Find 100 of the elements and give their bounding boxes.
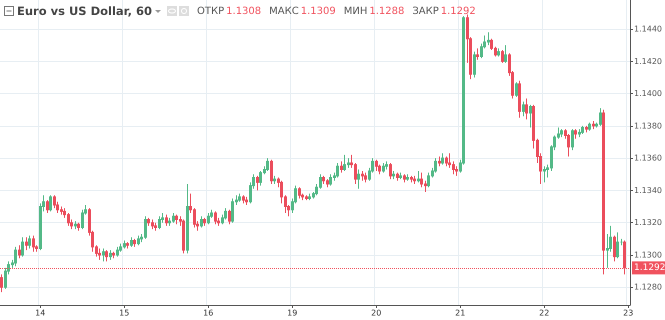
candlestick xyxy=(168,217,171,226)
candlestick xyxy=(144,216,147,240)
y-tick-label: 1.1300 xyxy=(634,250,662,260)
chart-title: Euro vs US Dollar, 60 xyxy=(17,4,152,18)
candlestick xyxy=(151,218,154,230)
annotation: МАКС 1.1309 xyxy=(269,6,336,16)
candlestick xyxy=(32,235,35,252)
candlestick xyxy=(592,120,595,130)
candlestick xyxy=(273,175,276,184)
candlestick xyxy=(231,198,234,224)
candlestick xyxy=(560,128,563,138)
candlestick xyxy=(242,194,245,204)
candlestick xyxy=(305,194,308,201)
y-tick-label: 1.1400 xyxy=(634,89,662,98)
y-tick-label: 1.1280 xyxy=(634,282,662,292)
candlestick xyxy=(504,44,507,64)
annotation: ОТКР 1.1308 xyxy=(197,6,262,16)
y-tick-label: 1.1420 xyxy=(634,56,662,66)
candlestick xyxy=(497,48,500,57)
candlestick xyxy=(525,98,528,120)
candlestick xyxy=(308,193,311,201)
candlestick xyxy=(567,133,570,158)
candlestick xyxy=(154,222,157,232)
candlestick xyxy=(126,242,129,250)
candlestick xyxy=(14,246,17,267)
candlestick xyxy=(200,216,203,228)
candlestick xyxy=(581,125,584,134)
candlestick xyxy=(396,172,399,182)
candlestick xyxy=(588,122,591,132)
candlestick xyxy=(133,238,136,248)
x-tick-label: 15 xyxy=(119,308,130,318)
candlestick xyxy=(329,174,332,186)
candlestick xyxy=(378,164,381,175)
candlestick xyxy=(21,236,24,258)
candlestick xyxy=(518,80,521,118)
candlestick xyxy=(81,209,84,230)
candlestick xyxy=(434,158,437,174)
candlestick xyxy=(53,194,56,209)
candlestick xyxy=(175,214,178,225)
candlestick xyxy=(616,232,619,259)
candlestick xyxy=(298,186,301,199)
x-tick-label: 22 xyxy=(539,308,550,318)
candlestick xyxy=(543,166,546,183)
annotation: ЗАКР 1.1292 xyxy=(412,6,476,16)
candlestick xyxy=(361,170,364,182)
candlestick xyxy=(49,194,52,212)
candlestick xyxy=(420,172,423,188)
candlestick xyxy=(105,250,108,262)
candlestick xyxy=(441,152,444,166)
candlestick xyxy=(18,244,21,259)
candlestick xyxy=(207,212,210,225)
y-tick-label: 1.1320 xyxy=(634,218,662,228)
candlestick xyxy=(186,183,189,254)
candlestick xyxy=(182,218,185,254)
candlestick xyxy=(270,159,273,184)
candlestick xyxy=(515,82,518,98)
candlestick xyxy=(427,172,430,188)
x-tick-label: 20 xyxy=(371,308,382,318)
x-tick-label: 19 xyxy=(287,308,298,318)
candlestick xyxy=(382,162,385,174)
candlestick xyxy=(74,220,77,230)
candlestick xyxy=(266,158,269,172)
y-tick-label: 1.1340 xyxy=(634,186,662,195)
candlestick xyxy=(77,222,80,232)
candlestick xyxy=(322,175,325,184)
candlestick xyxy=(102,248,105,262)
candlestick xyxy=(256,175,259,191)
candlestick xyxy=(112,251,115,259)
candlestick xyxy=(214,210,217,225)
candlestick xyxy=(357,168,360,190)
candlestick xyxy=(399,172,402,180)
candlestick xyxy=(364,172,367,183)
candlestick xyxy=(487,32,490,46)
candlestick xyxy=(417,170,420,183)
candlestick xyxy=(326,178,329,188)
candlestick xyxy=(476,48,479,60)
candlestick xyxy=(529,104,532,128)
candlestick xyxy=(578,128,581,138)
candlestick xyxy=(385,160,388,170)
y-tick-label: 1.1440 xyxy=(634,24,662,34)
candlestick xyxy=(410,175,413,183)
candlestick xyxy=(119,243,122,252)
candlestick xyxy=(347,158,350,168)
candlestick xyxy=(109,250,112,260)
candlestick xyxy=(137,235,140,246)
candlestick xyxy=(522,101,525,117)
ref-line-label: 1.1292 xyxy=(634,262,665,273)
candlestick xyxy=(123,240,126,250)
candlestick xyxy=(343,154,346,172)
candlestick xyxy=(245,196,248,206)
candlestick xyxy=(501,50,504,64)
candlestick xyxy=(203,217,206,226)
candlestick xyxy=(413,175,416,184)
candlestick xyxy=(116,246,119,258)
candlestick xyxy=(571,128,574,151)
x-tick-label: 14 xyxy=(35,308,46,318)
candlestick xyxy=(473,51,476,78)
candlestick xyxy=(613,235,616,262)
candlestick xyxy=(165,214,168,226)
candlestick xyxy=(172,212,175,224)
